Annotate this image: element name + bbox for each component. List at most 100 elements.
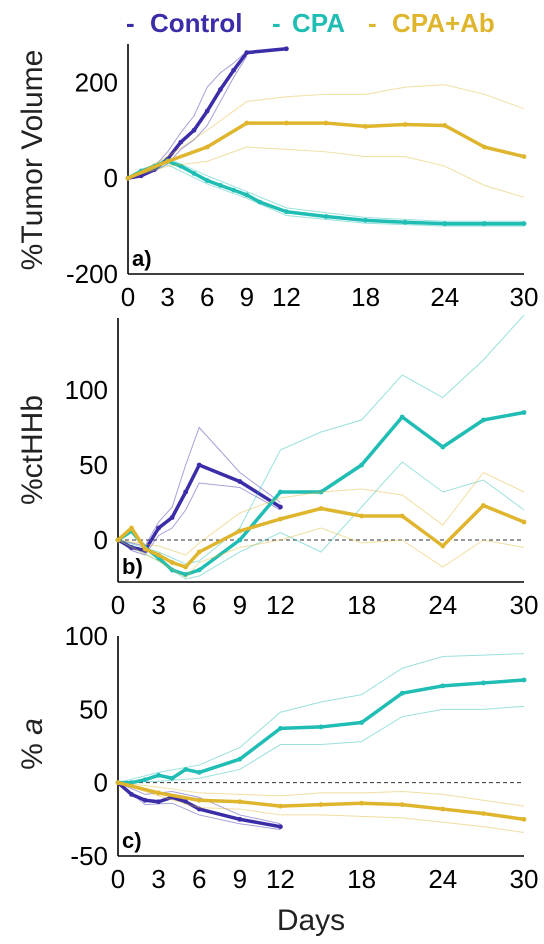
x-tick-label: 0 bbox=[111, 590, 125, 620]
legend: - Control - CPA - CPA+Ab bbox=[126, 8, 495, 38]
x-tick-label: 30 bbox=[510, 590, 539, 620]
data-point-cpa bbox=[156, 772, 162, 778]
x-tick-label: 30 bbox=[510, 864, 539, 894]
data-point-cpa bbox=[442, 221, 448, 227]
data-point-cpa bbox=[204, 178, 210, 183]
data-point-cpa bbox=[191, 170, 197, 176]
x-tick-label: 30 bbox=[510, 282, 539, 312]
data-point-cpa-ab bbox=[323, 120, 329, 126]
data-point-cpa-ab bbox=[165, 158, 171, 164]
data-point-cpa-ab bbox=[115, 537, 121, 543]
series-bound-cpa bbox=[117, 461, 525, 580]
data-point-cpa-ab bbox=[169, 560, 175, 565]
series-line-cpa-ab bbox=[116, 503, 525, 569]
data-point-cpa-ab bbox=[237, 799, 243, 805]
data-point-cpa-ab bbox=[278, 803, 283, 809]
data-point-cpa bbox=[521, 410, 527, 415]
x-tick-label: 24 bbox=[428, 864, 457, 894]
x-tick-label: 18 bbox=[347, 864, 376, 894]
legend-dash-control: - bbox=[126, 8, 135, 38]
data-point-cpa-ab bbox=[196, 549, 202, 555]
data-point-cpa-ab bbox=[129, 525, 134, 531]
data-point-cpa-ab bbox=[115, 780, 121, 786]
data-point-cpa-ab bbox=[318, 802, 324, 808]
y-tick-label: 100 bbox=[65, 375, 108, 405]
legend-dash-cpa: - bbox=[272, 8, 281, 38]
data-point-cpa bbox=[218, 182, 223, 188]
data-point-control bbox=[218, 87, 223, 92]
data-point-cpa bbox=[440, 444, 446, 450]
data-point-cpa-ab bbox=[442, 123, 448, 128]
x-tick-label: 0 bbox=[121, 282, 135, 312]
legend-label-cpa-ab: CPA+Ab bbox=[392, 8, 495, 38]
y-axis-label: %Tumor Volume bbox=[16, 50, 49, 271]
data-point-cpa bbox=[440, 683, 446, 689]
data-point-control bbox=[237, 816, 243, 822]
panel-label: b) bbox=[122, 554, 143, 579]
data-point-cpa-ab bbox=[521, 519, 527, 525]
series-bound-control bbox=[117, 482, 281, 556]
series-line-control bbox=[117, 463, 282, 553]
data-point-cpa-ab bbox=[359, 513, 364, 519]
data-point-control bbox=[237, 479, 243, 484]
data-point-control bbox=[244, 50, 250, 56]
y-axis-label-prefix: % bbox=[16, 735, 49, 770]
series-bound-cpa-ab bbox=[117, 527, 525, 579]
x-tick-label: 6 bbox=[200, 282, 214, 312]
series-bound-control bbox=[117, 782, 281, 831]
x-tick-label: 18 bbox=[347, 590, 376, 620]
data-point-cpa bbox=[318, 489, 324, 495]
y-tick-label: 0 bbox=[104, 163, 118, 193]
data-point-cpa bbox=[169, 775, 175, 781]
data-point-cpa-ab bbox=[363, 124, 368, 129]
data-point-cpa-ab bbox=[482, 144, 487, 150]
data-point-cpa-ab bbox=[481, 811, 486, 816]
data-point-cpa bbox=[521, 677, 527, 683]
data-point-cpa-ab bbox=[284, 120, 289, 126]
data-point-cpa bbox=[402, 219, 408, 225]
data-point-cpa-ab bbox=[521, 154, 527, 160]
series-bound-cpa bbox=[127, 157, 524, 222]
series-bound-cpa bbox=[117, 705, 525, 784]
data-point-cpa bbox=[481, 417, 486, 423]
data-point-cpa-ab bbox=[142, 546, 148, 552]
data-point-cpa bbox=[521, 221, 527, 227]
data-point-control bbox=[204, 108, 210, 114]
data-point-control bbox=[284, 46, 289, 52]
data-point-cpa bbox=[231, 187, 237, 193]
data-point-cpa-ab bbox=[481, 503, 486, 508]
data-point-cpa bbox=[284, 209, 289, 215]
data-point-cpa-ab bbox=[244, 120, 250, 126]
data-point-cpa bbox=[278, 489, 283, 495]
data-point-control bbox=[129, 545, 134, 550]
y-axis-label: %ctHHb bbox=[16, 395, 49, 505]
data-point-control bbox=[231, 67, 237, 73]
data-point-control bbox=[278, 824, 283, 830]
data-point-cpa bbox=[178, 163, 184, 169]
legend-label-cpa: CPA bbox=[292, 8, 345, 38]
x-tick-label: 12 bbox=[266, 590, 295, 620]
data-point-control bbox=[129, 792, 134, 797]
series-bound-cpa-ab bbox=[127, 146, 525, 198]
y-tick-label: 50 bbox=[79, 450, 108, 480]
data-point-cpa bbox=[244, 192, 250, 198]
data-point-control bbox=[183, 489, 189, 495]
series-bound-control bbox=[117, 426, 281, 547]
data-point-cpa bbox=[399, 414, 405, 420]
data-point-cpa-ab bbox=[402, 122, 408, 127]
data-point-cpa-ab bbox=[196, 797, 202, 803]
data-point-cpa bbox=[323, 214, 329, 219]
y-tick-label: 50 bbox=[79, 694, 108, 724]
data-point-cpa bbox=[183, 572, 189, 577]
x-tick-label: 24 bbox=[430, 282, 459, 312]
y-tick-label: -50 bbox=[70, 841, 108, 871]
data-point-cpa bbox=[482, 221, 487, 227]
data-point-cpa bbox=[278, 726, 283, 731]
legend-label-control: Control bbox=[150, 8, 242, 38]
series-bound-cpa-ab bbox=[117, 782, 525, 834]
x-tick-label: 9 bbox=[233, 590, 247, 620]
data-point-cpa-ab bbox=[318, 506, 324, 511]
